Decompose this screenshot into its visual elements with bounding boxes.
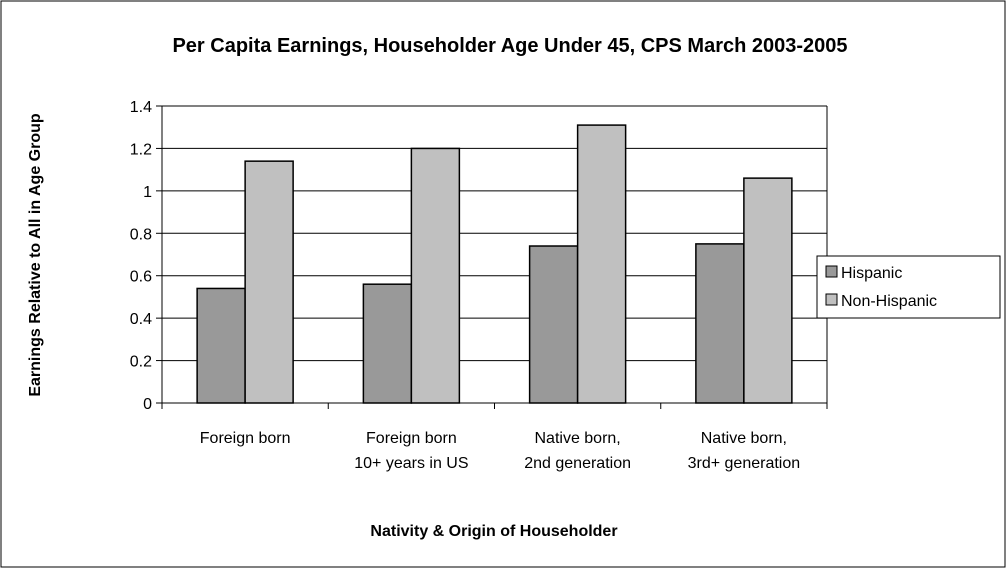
legend-swatch <box>825 265 838 278</box>
y-tick-label: 0.8 <box>130 226 152 243</box>
bar <box>695 243 745 404</box>
x-tick-label: Foreign born <box>200 430 291 447</box>
y-tick-label: 0.6 <box>130 269 152 286</box>
x-tick-label: Foreign born 10+ years in US <box>354 430 468 472</box>
bar <box>743 177 793 404</box>
x-tick-label: Native born, 3rd+ generation <box>688 430 801 472</box>
y-tick-label: 1.2 <box>130 141 152 158</box>
y-axis-title: Earnings Relative to All in Age Group <box>27 113 44 397</box>
x-tick-label: Native born, 2nd generation <box>524 430 631 472</box>
legend-label: Non-Hispanic <box>841 293 937 310</box>
y-tick-label: 0.4 <box>130 311 152 328</box>
bar <box>576 124 627 404</box>
legend-swatch <box>825 293 838 306</box>
bar <box>410 147 461 404</box>
bar <box>244 160 294 404</box>
bar <box>528 245 579 404</box>
y-tick-label: 0.2 <box>130 354 152 371</box>
x-axis-title: Nativity & Origin of Householder <box>370 523 617 540</box>
y-tick-label: 1.4 <box>130 99 152 116</box>
legend-label: Hispanic <box>841 265 902 282</box>
bar <box>196 287 246 404</box>
y-tick-label: 0 <box>143 396 152 413</box>
chart-title: Per Capita Earnings, Householder Age Und… <box>172 35 847 57</box>
bar <box>362 283 413 404</box>
y-tick-label: 1 <box>143 184 152 201</box>
legend-box <box>816 255 1001 319</box>
